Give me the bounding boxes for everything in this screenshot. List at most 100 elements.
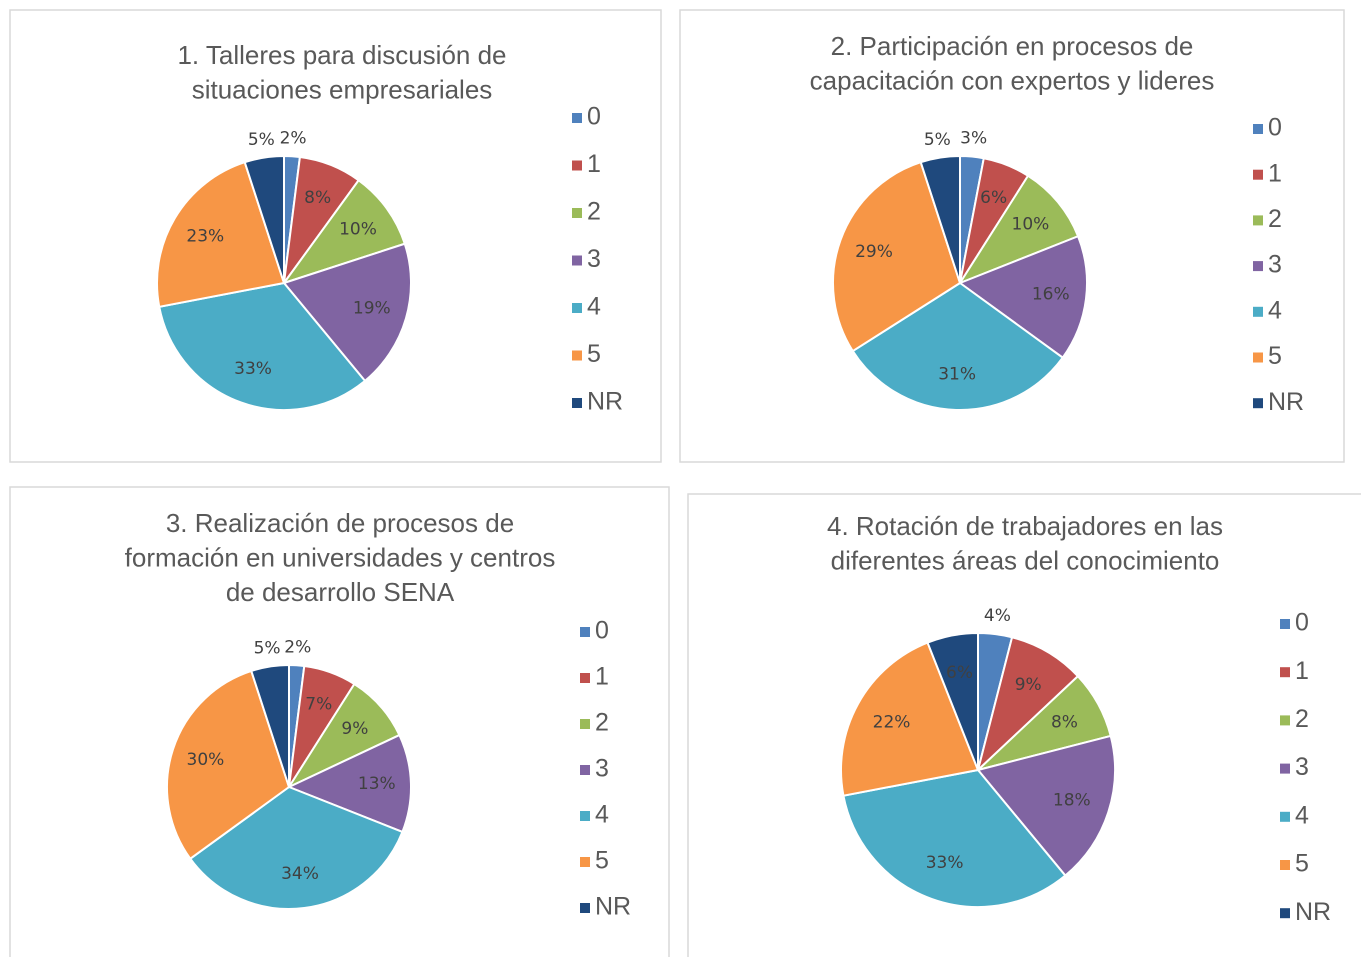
legend-swatch: [572, 398, 582, 408]
pie-slice: [840, 641, 980, 797]
pie-slice: [957, 174, 1080, 286]
legend-label: 2: [595, 709, 609, 737]
legend-swatch: [1253, 398, 1263, 409]
pie-slice: [919, 154, 961, 284]
legend-swatch: [572, 255, 582, 266]
legend-label: NR: [587, 388, 623, 416]
chart-title: situaciones empresariales: [192, 74, 493, 104]
pie-slice: [281, 178, 407, 285]
legend-swatch: [580, 673, 590, 683]
legend-swatch: [1280, 860, 1290, 870]
chart-title: 2. Participación en procesos de: [831, 31, 1194, 61]
legend-swatch: [1280, 667, 1290, 678]
legend-swatch: [1253, 261, 1263, 272]
legend-label: 5: [595, 847, 609, 875]
data-label: 2%: [284, 637, 311, 657]
chart-title: 4. Rotación de trabajadores en las: [827, 511, 1223, 541]
chart-title: formación en universidades y centros: [125, 542, 556, 572]
chart-title: de desarrollo SENA: [226, 577, 455, 607]
legend-label: 3: [1295, 753, 1309, 781]
legend-swatch: [1280, 715, 1290, 726]
legend-swatch: [580, 903, 590, 913]
data-label: 9%: [1015, 675, 1042, 695]
pie-slice: [250, 663, 290, 788]
data-label: 2%: [280, 128, 307, 148]
legend-label: 5: [587, 340, 601, 368]
legend-swatch: [572, 303, 582, 313]
data-label: 6%: [980, 188, 1007, 208]
legend-label: 3: [1268, 251, 1282, 279]
pie-slice: [158, 281, 367, 411]
data-label: 33%: [926, 853, 964, 873]
data-label: 30%: [187, 750, 225, 770]
legend-label: 2: [1295, 705, 1309, 733]
data-label: 13%: [358, 774, 396, 794]
legend-swatch: [572, 208, 582, 218]
chart-title: 1. Talleres para discusión de: [177, 40, 506, 70]
legend-label: 4: [1268, 296, 1282, 324]
legend-label: 2: [1268, 205, 1282, 233]
legend-swatch: [1253, 352, 1263, 363]
chart-title: capacitación con expertos y lideres: [810, 65, 1215, 95]
data-label: 10%: [1012, 215, 1050, 235]
pie-slice: [832, 160, 962, 353]
legend-label: 5: [1295, 850, 1309, 878]
data-label: 6%: [946, 663, 973, 683]
data-label: 5%: [254, 639, 281, 659]
pie-slice: [156, 160, 286, 308]
legend-swatch: [572, 160, 582, 171]
legend-label: 0: [595, 617, 609, 645]
data-label: 5%: [924, 130, 951, 150]
data-label: 18%: [1053, 790, 1091, 810]
legend-label: 1: [1268, 159, 1282, 187]
pie-slice: [188, 785, 404, 910]
data-label: 33%: [234, 359, 272, 379]
data-label: 8%: [304, 188, 331, 208]
legend-swatch: [580, 811, 590, 821]
pie-slice: [851, 281, 1065, 412]
data-label: 9%: [341, 719, 368, 739]
legend-label: 3: [587, 245, 601, 273]
legend-swatch: [1280, 811, 1290, 822]
legend-label: 1: [1295, 657, 1309, 685]
pie-slice: [926, 631, 979, 771]
legend-swatch: [580, 627, 590, 637]
legend-label: 0: [587, 103, 601, 131]
legend-label: 2: [587, 198, 601, 226]
legend-label: 0: [1295, 609, 1309, 637]
data-label: 8%: [1051, 712, 1078, 732]
data-label: 7%: [305, 694, 332, 714]
legend-label: NR: [1295, 898, 1331, 926]
legend-swatch: [572, 350, 582, 361]
legend-swatch: [580, 719, 590, 729]
chart-title: 3. Realización de procesos de: [166, 508, 514, 538]
legend-label: 4: [595, 801, 609, 829]
pie-slice: [957, 234, 1088, 360]
pie-slice: [286, 733, 412, 834]
legend-swatch: [1280, 763, 1290, 774]
legend-swatch: [1280, 619, 1290, 629]
legend-label: NR: [1268, 388, 1304, 416]
pie-slice: [166, 669, 291, 861]
data-label: 34%: [281, 864, 319, 884]
legend-swatch: [1253, 215, 1263, 226]
data-label: 22%: [873, 712, 911, 732]
pie-slice: [282, 242, 412, 383]
chart-title: diferentes áreas del conocimiento: [831, 545, 1220, 575]
legend-label: 0: [1268, 114, 1282, 142]
data-label: 23%: [186, 226, 224, 246]
pie-slice: [976, 734, 1116, 877]
legend-label: 1: [587, 150, 601, 178]
legend-label: 3: [595, 755, 609, 783]
legend-swatch: [580, 857, 590, 867]
legend-label: 1: [595, 663, 609, 691]
pie-slice: [842, 768, 1067, 909]
data-label: 3%: [960, 129, 987, 149]
legend-swatch: [1253, 306, 1263, 317]
data-label: 4%: [984, 606, 1011, 626]
data-label: 19%: [353, 299, 391, 319]
legend-label: 4: [1295, 801, 1309, 829]
legend-label: 5: [1268, 342, 1282, 370]
legend-swatch: [1253, 169, 1263, 180]
